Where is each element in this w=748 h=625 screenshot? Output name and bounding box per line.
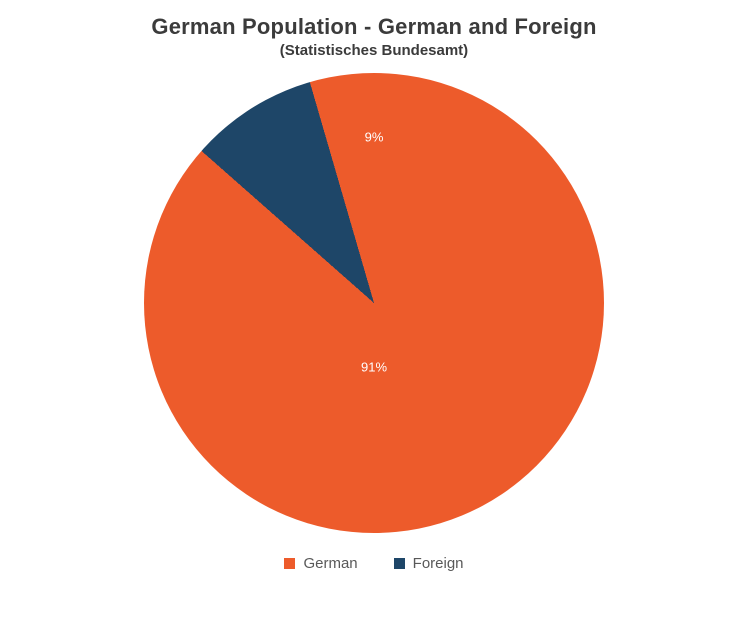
chart-title: German Population - German and Foreign (0, 14, 748, 40)
legend-item: German (284, 555, 357, 572)
chart-legend: German Foreign (0, 555, 748, 572)
legend-item: Foreign (394, 555, 464, 572)
legend-swatch (284, 558, 295, 569)
chart-subtitle: (Statistisches Bundesamt) (0, 42, 748, 59)
legend-swatch (394, 558, 405, 569)
chart-title-block: German Population - German and Foreign (… (0, 0, 748, 59)
pie-chart-container: 91% 9% (0, 73, 748, 533)
slice-label: 91% (361, 360, 387, 375)
legend-label: Foreign (413, 555, 464, 572)
legend-label: German (303, 555, 357, 572)
pie-chart: 91% 9% (144, 73, 604, 533)
slice-label: 9% (365, 130, 384, 145)
